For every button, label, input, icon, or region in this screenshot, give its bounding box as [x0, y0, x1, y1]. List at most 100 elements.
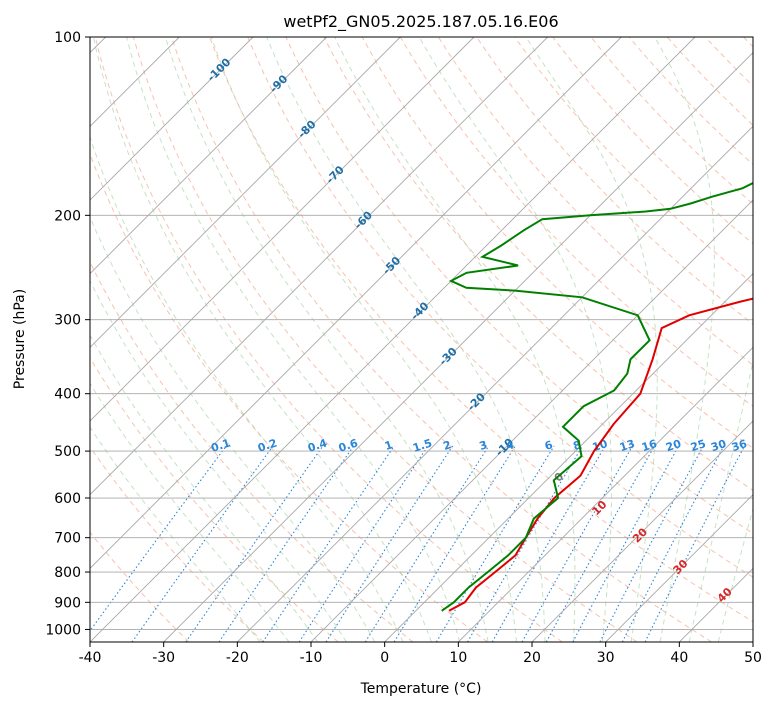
mixing-ratio-label: 8: [572, 438, 583, 453]
mixing-ratio-line: [325, 445, 454, 642]
mixing-ratio-line: [393, 445, 516, 642]
isotherm-label: -30: [437, 345, 460, 368]
isotherm-label: -90: [267, 72, 290, 95]
moist-adiabat: [210, 37, 517, 642]
isotherm: [163, 52, 753, 642]
y-tick-label: 900: [54, 595, 81, 611]
x-tick-label: -10: [300, 650, 323, 666]
mixing-ratio-line: [621, 445, 725, 642]
mixing-ratio-line: [521, 445, 633, 642]
moist-adiabat: [334, 37, 576, 642]
mixing-ratio-label: 25: [689, 437, 708, 454]
mixing-ratio-label: 1: [383, 438, 394, 453]
mixing-ratio-label: 4: [504, 438, 516, 453]
x-tick-label: -30: [152, 650, 175, 666]
dewpoint-profile: [441, 181, 753, 612]
mixing-ratio-label: 1.5: [411, 436, 434, 454]
y-tick-label: 100: [54, 30, 81, 46]
dry-adiabat: [90, 531, 190, 642]
y-axis-label: Pressure (hPa): [12, 289, 28, 389]
isotherm-label: -60: [352, 208, 375, 231]
x-tick-label: 10: [449, 650, 467, 666]
mixing-ratio-label: 0.6: [337, 436, 360, 454]
y-tick-label: 700: [54, 531, 81, 547]
y-tick-label: 400: [54, 387, 81, 403]
dry-adiabat: [361, 37, 753, 449]
isotherm: [458, 346, 753, 642]
x-tick-label: 20: [523, 650, 541, 666]
dry-adiabat: [666, 37, 753, 126]
mixing-ratio-label: 0.1: [209, 436, 232, 454]
isotherm-label: -50: [380, 254, 403, 277]
mixing-ratio-line: [644, 445, 746, 642]
mixing-ratio-label: 30: [709, 437, 728, 454]
isotherm: [90, 37, 548, 496]
moist-adiabat: [654, 37, 715, 642]
mixing-ratio-line: [364, 445, 490, 642]
moist-adiabat: [266, 37, 546, 642]
dry-adiabat: [132, 37, 638, 642]
x-tick-label: 30: [597, 650, 615, 666]
dry-adiabat: [247, 37, 753, 578]
dry-adiabat: [90, 152, 488, 642]
dry-adiabat: [171, 37, 712, 642]
isotherm: [531, 420, 753, 642]
dry-adiabat: [94, 37, 563, 642]
y-axis: 100 200 300 400 500 600 700 800 900 1000: [45, 30, 90, 638]
mixing-ratio-line: [262, 445, 395, 642]
chart-title: wetPf2_GN05.2025.187.05.16.E06: [283, 12, 558, 32]
moist-adiabat: [90, 334, 319, 642]
dry-adiabat: [399, 37, 753, 407]
x-axis: -40 -30 -20 -10 0 10 20 30 40 50: [79, 642, 762, 666]
moist-adiabat: [90, 382, 290, 642]
x-tick-label: 40: [670, 650, 688, 666]
dry-adiabat: [590, 37, 753, 205]
mixing-ratio-line: [90, 445, 227, 632]
isotherm: [90, 37, 401, 348]
moist-adiabat: [90, 426, 261, 642]
dry-adiabat: [90, 356, 339, 642]
mixing-ratio-line: [131, 445, 274, 642]
mixing-ratio-label: 3: [478, 438, 489, 453]
dry-adiabat: [437, 37, 753, 366]
isotherm-label: -80: [295, 118, 318, 141]
x-axis-label: Temperature (°C): [360, 681, 482, 697]
mixing-ratio-line: [545, 445, 656, 642]
mixing-ratio-line: [218, 445, 355, 642]
y-tick-label: 200: [54, 208, 81, 224]
mixing-ratio-label: 36: [730, 437, 749, 454]
moist-adiabat: [717, 506, 753, 642]
mixing-ratio-label: 6: [543, 438, 555, 453]
moist-adiabat: [525, 37, 658, 642]
isotherm: [90, 37, 622, 569]
y-tick-label: 600: [54, 491, 81, 507]
y-tick-label: 800: [54, 565, 81, 581]
isotherm: [679, 567, 753, 642]
dry-adiabat: [743, 37, 753, 48]
isotherm: [237, 125, 753, 642]
mixing-ratio-label: 2: [442, 438, 453, 453]
temperature-profile: [448, 297, 753, 612]
dry-adiabat: [90, 260, 414, 642]
mixing-ratio-label: 16: [640, 437, 659, 454]
isotherm-label: -100: [205, 55, 234, 84]
moist-adiabat: [164, 37, 489, 642]
moist-adiabat: [92, 37, 432, 642]
dry-adiabat: [514, 37, 753, 285]
isotherm: [310, 199, 753, 642]
x-tick-label: 0: [380, 650, 389, 666]
dry-adiabat: [90, 446, 264, 642]
isotherm: [384, 273, 753, 642]
x-tick-label: -40: [79, 650, 102, 666]
plot-frame: [89, 36, 754, 643]
moist-adiabat: [418, 37, 613, 642]
y-tick-label: 300: [54, 313, 81, 329]
isotherm: [90, 37, 254, 201]
mixing-ratio-line: [572, 445, 680, 642]
pressure-grid: [90, 37, 753, 630]
mixing-ratio-label: 13: [618, 437, 637, 454]
dry-adiabat: [476, 37, 753, 325]
x-tick-label: 50: [744, 650, 762, 666]
mixing-ratio-line: [467, 445, 584, 642]
